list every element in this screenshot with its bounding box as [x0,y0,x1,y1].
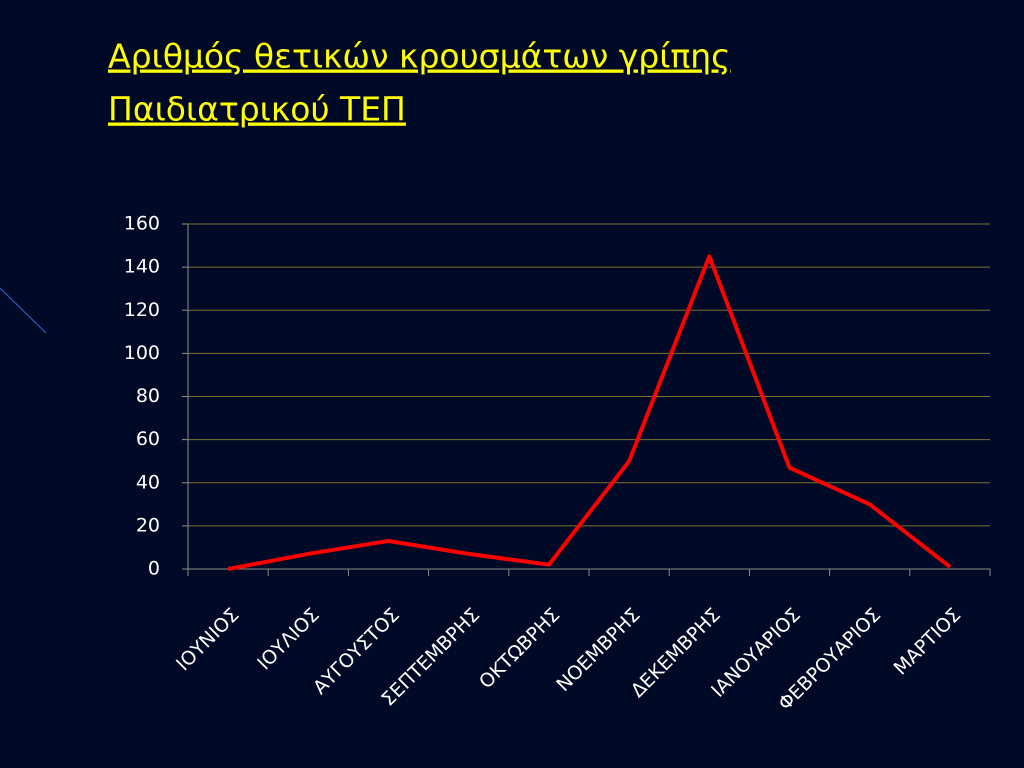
y-tick-label: 160 [124,213,160,235]
chart-title: Παιδιατρικού ΤΕΠ [108,90,406,129]
decoration [0,287,47,334]
y-tick-label: 40 [136,471,160,493]
y-tick-label: 20 [136,514,160,536]
y-tick-label: 120 [124,299,160,321]
chart-title: Αριθμός θετικών κρουσμάτων γρίπης [108,37,731,76]
y-tick-label: 100 [124,342,160,364]
y-tick-label: 0 [148,558,160,580]
y-tick-label: 60 [136,428,160,450]
data-line [227,254,952,571]
y-tick-label: 80 [136,385,160,407]
y-tick-label: 140 [124,256,160,278]
